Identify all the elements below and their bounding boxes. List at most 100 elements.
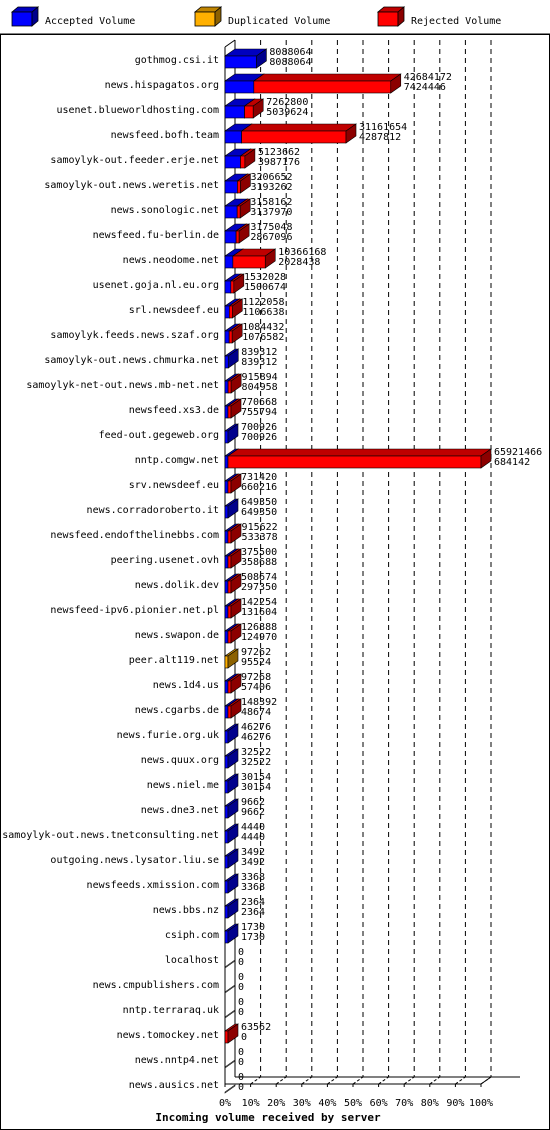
bar-front-face <box>224 905 229 919</box>
value-label-accepted: 0 <box>238 1082 244 1093</box>
bar-rejected <box>227 698 242 719</box>
bar-group <box>224 323 244 344</box>
x-tick-label: 60% <box>370 1098 388 1109</box>
legend-item-0: Accepted Volume <box>10 6 135 27</box>
value-label-accepted: 649350 <box>241 507 277 518</box>
legend-swatch-side <box>31 6 39 27</box>
value-label-total: 4440 <box>241 822 265 833</box>
bar-rejected <box>224 1023 239 1044</box>
category-label: srv.newsdeef.eu <box>129 480 219 491</box>
bar-side-face <box>230 548 242 569</box>
value-label-total: 142254 <box>241 597 277 608</box>
category-label: samoylyk.feeds.news.szaf.org <box>50 330 219 341</box>
value-label-accepted: 48674 <box>241 707 271 718</box>
category-label: newsfeed.endofthelinebbs.com <box>50 530 219 541</box>
bar-side-face <box>240 173 251 194</box>
bar-group <box>224 173 252 194</box>
bar-side-face <box>230 523 242 544</box>
bar-rejected <box>227 398 242 419</box>
bar-rejected <box>231 248 277 269</box>
bar-group <box>224 573 242 594</box>
value-label-total: 9662 <box>241 797 265 808</box>
bar-front-face <box>224 80 255 94</box>
category-label: news.hispagatos.org <box>105 80 219 91</box>
bar-side-face <box>230 598 242 619</box>
value-label-total: 3175048 <box>250 222 292 233</box>
value-label-accepted: 57406 <box>241 682 271 693</box>
category-label: news.niel.me <box>147 780 219 791</box>
bar-rejected <box>239 148 256 169</box>
wall-top-edge <box>224 39 236 48</box>
bar-side-face <box>227 923 239 944</box>
bar-empty <box>224 1084 236 1094</box>
value-label-accepted: 804958 <box>242 382 278 393</box>
value-label-total: 508674 <box>241 572 277 583</box>
bar-front-face <box>224 680 229 694</box>
value-label-total: 0 <box>238 997 244 1008</box>
bar-group <box>224 873 239 894</box>
value-label-total: 0 <box>238 947 244 958</box>
legend-swatch-side <box>214 6 222 27</box>
bar-front-face <box>227 405 232 419</box>
bar-rejected <box>227 448 492 469</box>
bar-group <box>224 923 239 944</box>
bar-side-face <box>230 473 242 494</box>
bar-accepted <box>224 48 268 69</box>
value-label-total: 3492 <box>241 847 265 858</box>
bar-group <box>224 373 243 394</box>
value-label-accepted: 2364 <box>241 907 265 918</box>
bar-accepted <box>224 823 239 844</box>
bar-accepted <box>224 498 239 519</box>
category-label: news.ausics.net <box>129 1080 219 1091</box>
bar-group <box>224 98 265 119</box>
value-label-accepted: 3368 <box>241 882 265 893</box>
grid-floor-line <box>301 1076 313 1085</box>
bar-front-face <box>235 230 240 244</box>
legend-swatch <box>194 11 216 27</box>
bar-group <box>224 773 239 794</box>
bar-side-face <box>244 148 256 169</box>
x-tick-label: 20% <box>267 1098 285 1109</box>
category-label: csiph.com <box>165 930 219 941</box>
value-label-accepted: 660216 <box>241 482 277 493</box>
bar-front-face <box>224 355 229 369</box>
value-label-total: 42684172 <box>404 72 452 83</box>
bar-front-face <box>224 555 229 569</box>
bar-group <box>224 198 252 219</box>
bar-front-face <box>224 880 229 894</box>
legend-item-2: Rejected Volume <box>376 6 501 27</box>
bar-front-face <box>224 105 245 119</box>
value-label-total: 731420 <box>241 472 277 483</box>
bar-rejected <box>236 198 252 219</box>
bar-accepted <box>224 848 239 869</box>
legend-swatch <box>377 11 399 27</box>
category-labels: gothmog.csi.it news.hispagatos.org usenet.… <box>2 55 219 1091</box>
value-label-total: 126888 <box>241 622 277 633</box>
bar-side-face <box>227 723 239 744</box>
category-label: nntp.comgw.net <box>135 455 219 466</box>
value-label-total: 915894 <box>242 372 278 383</box>
bar-front-face <box>241 130 347 144</box>
bar-front-face <box>236 205 241 219</box>
value-label-accepted: 9662 <box>241 807 265 818</box>
bar-rejected <box>227 573 242 594</box>
category-label: news.bbs.nz <box>153 905 219 916</box>
bar-rejected <box>227 673 242 694</box>
category-label: nntp.terraraq.uk <box>123 1005 219 1016</box>
value-label-total: 63562 <box>241 1022 271 1033</box>
bar-front-face <box>224 205 238 219</box>
bar-group <box>224 984 236 994</box>
value-label-accepted: 684142 <box>494 457 530 468</box>
value-label-total: 30154 <box>241 772 271 783</box>
value-label-accepted: 124970 <box>241 632 277 643</box>
value-label-accepted: 4287812 <box>359 132 401 143</box>
value-label-total: 0 <box>238 972 244 983</box>
value-label-accepted: 0 <box>238 1007 244 1018</box>
bar-group <box>224 423 239 444</box>
bar-front-face <box>224 705 229 719</box>
bar-front-face <box>227 680 232 694</box>
bar-side-face <box>227 898 239 919</box>
bar-rejected <box>240 123 357 144</box>
bar-front-face <box>224 530 229 544</box>
